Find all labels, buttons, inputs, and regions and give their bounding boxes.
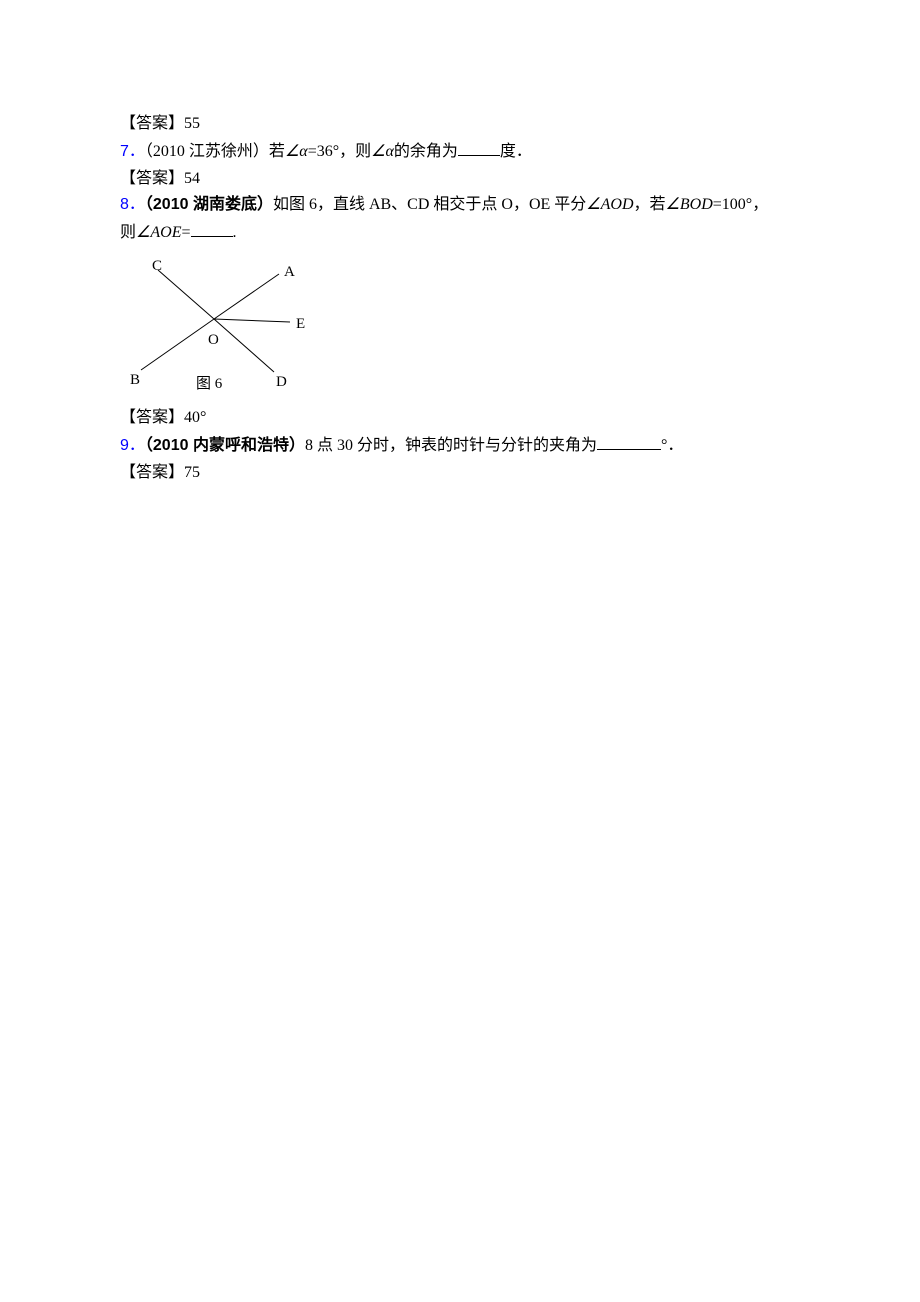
q7-number: 7． — [120, 143, 145, 160]
answer-prefix: 【答案】 — [120, 464, 184, 481]
svg-text:E: E — [296, 316, 305, 332]
svg-text:O: O — [208, 332, 219, 348]
q7-text-d: 度． — [500, 143, 532, 160]
q8-blank — [191, 220, 233, 237]
q8-line-1: 8．（2010 湖南娄底）如图 6，直线 AB、CD 相交于点 O，OE 平分∠… — [120, 193, 800, 218]
q7-text-c: 的余角为 — [394, 143, 458, 160]
q8-ang-aoe: ∠AOE — [136, 224, 181, 241]
q8-ang-aod: ∠AOD — [586, 196, 633, 213]
q7-angle: ∠α — [285, 143, 308, 160]
q8-source: （2010 湖南娄底） — [145, 196, 273, 213]
answer-prefix: 【答案】 — [120, 170, 184, 187]
q9-source: （2010 内蒙呼和浩特） — [145, 437, 305, 454]
q9-text-a: 8 点 30 分时，钟表的时针与分针的夹角为 — [305, 437, 597, 454]
q7-line: 7．（2010 江苏徐州）若∠α=36°，则∠α的余角为度． — [120, 139, 800, 165]
q8-ang-bod: ∠BOD — [666, 196, 713, 213]
q6-answer-line: 【答案】55 — [120, 112, 800, 137]
q7-angle-2: ∠α — [371, 143, 394, 160]
q7-blank — [458, 139, 500, 156]
q8-text-a: 如图 6，直线 AB、CD 相交于点 O，OE 平分 — [273, 196, 586, 213]
q8-text-c: =100°， — [713, 196, 768, 213]
q8-text-f: . — [233, 224, 237, 241]
q9-number: 9． — [120, 437, 145, 454]
svg-text:A: A — [284, 264, 295, 280]
q8-number: 8． — [120, 196, 145, 213]
q8-answer-line: 【答案】40° — [120, 406, 800, 431]
q6-answer: 55 — [184, 115, 200, 132]
figure-6: A B C D E O 图 6 — [124, 252, 324, 402]
answer-prefix: 【答案】 — [120, 115, 184, 132]
svg-text:图 6: 图 6 — [196, 375, 223, 392]
svg-text:D: D — [276, 374, 287, 390]
q8-answer: 40° — [184, 409, 206, 426]
q9-line: 9．（2010 内蒙呼和浩特）8 点 30 分时，钟表的时针与分针的夹角为 °． — [120, 433, 800, 459]
answer-prefix: 【答案】 — [120, 409, 184, 426]
q8-text-b: ，若 — [634, 196, 666, 213]
svg-text:C: C — [152, 258, 162, 274]
q7-answer: 54 — [184, 170, 200, 187]
q9-answer: 75 — [184, 464, 200, 481]
q8-line-2: 则∠AOE=. — [120, 220, 800, 246]
q7-text-b: =36°，则 — [308, 143, 371, 160]
q9-answer-line: 【答案】75 — [120, 461, 800, 486]
q9-blank — [597, 433, 661, 450]
page: 【答案】55 7．（2010 江苏徐州）若∠α=36°，则∠α的余角为度． 【答… — [0, 0, 920, 1302]
q7-source: （2010 江苏徐州） — [145, 143, 269, 160]
q9-text-b: °． — [661, 437, 683, 454]
q7-answer-line: 【答案】54 — [120, 167, 800, 192]
svg-text:B: B — [130, 372, 140, 388]
q8-text-d: 则 — [120, 224, 136, 241]
q7-text-a: 若 — [269, 143, 285, 160]
q8-text-e: = — [181, 224, 190, 241]
